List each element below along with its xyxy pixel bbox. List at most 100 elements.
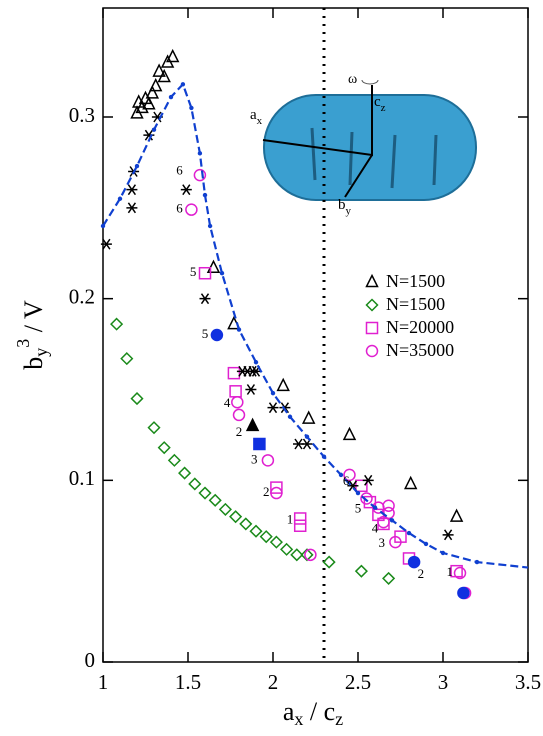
x-tick-label: 2.5 xyxy=(345,670,371,694)
marker xyxy=(152,128,156,132)
x-tick-label: 1 xyxy=(98,670,109,694)
y-axis-label: y xyxy=(31,348,51,357)
marker xyxy=(232,397,243,408)
marker xyxy=(254,360,258,364)
x-axis-label: z xyxy=(335,709,343,729)
marker xyxy=(268,403,279,413)
marker xyxy=(200,294,211,304)
marker xyxy=(240,518,251,529)
marker xyxy=(200,488,211,499)
marker xyxy=(220,271,224,275)
marker xyxy=(305,435,309,439)
inset-label: z xyxy=(381,102,386,114)
marker xyxy=(424,542,428,546)
marker xyxy=(230,386,241,397)
inset-label: ax xyxy=(250,107,263,126)
marker xyxy=(356,491,360,495)
marker xyxy=(262,455,273,466)
marker xyxy=(237,327,241,331)
point-label: 5 xyxy=(202,326,209,341)
marker xyxy=(135,164,139,168)
point-label: 6 xyxy=(176,201,183,216)
y-axis-label: / V xyxy=(19,300,48,339)
marker xyxy=(132,393,143,404)
marker xyxy=(373,505,377,509)
point-label: 6 xyxy=(343,473,350,488)
y-tick-label: 0.1 xyxy=(69,466,95,490)
x-axis-label: / c xyxy=(303,697,335,726)
point-label: 4 xyxy=(372,520,379,535)
marker xyxy=(295,513,306,524)
marker xyxy=(251,526,262,537)
x-axis-label: ax / cz xyxy=(283,697,343,729)
marker xyxy=(475,560,479,564)
marker xyxy=(261,531,272,542)
point-label: 6 xyxy=(176,162,183,177)
point-label: 3 xyxy=(379,535,386,550)
point-label: 5 xyxy=(190,264,197,279)
marker xyxy=(254,439,265,450)
x-tick-label: 3 xyxy=(438,670,449,694)
marker xyxy=(271,537,282,548)
point-label: 1 xyxy=(287,511,294,526)
marker xyxy=(295,520,306,531)
marker xyxy=(441,551,445,555)
marker xyxy=(203,193,207,197)
marker xyxy=(288,415,292,419)
y-tick-label: 0 xyxy=(85,648,96,672)
marker xyxy=(169,455,180,466)
point-label: 1 xyxy=(447,564,454,579)
marker xyxy=(390,518,394,522)
point-label: 2 xyxy=(418,566,425,581)
marker xyxy=(303,412,314,423)
inset: ω cz ax by xyxy=(250,72,476,216)
marker xyxy=(167,51,178,62)
legend-label: N=20000 xyxy=(386,317,454,337)
x-tick-label: 2 xyxy=(268,670,279,694)
marker xyxy=(281,544,292,555)
inset-label: ω xyxy=(348,72,357,87)
marker xyxy=(179,468,190,479)
marker xyxy=(118,197,122,201)
marker xyxy=(181,82,185,86)
chart: ω cz ax by ax / cz by3 / V 11.522.533.50… xyxy=(0,0,543,731)
marker xyxy=(208,224,212,228)
marker xyxy=(159,442,170,453)
point-label: 3 xyxy=(251,451,258,466)
marker xyxy=(324,557,335,568)
marker xyxy=(271,391,275,395)
marker xyxy=(126,185,137,195)
marker xyxy=(210,495,221,506)
y-tick-label: 0.2 xyxy=(69,284,95,308)
legend-marker xyxy=(367,346,378,357)
marker xyxy=(247,419,258,430)
marker xyxy=(111,319,122,330)
marker xyxy=(189,478,200,489)
legend-label: N=1500 xyxy=(386,271,445,291)
marker xyxy=(278,379,289,390)
marker xyxy=(443,530,454,540)
marker xyxy=(189,106,193,110)
marker xyxy=(245,385,256,395)
marker xyxy=(305,549,316,560)
point-label: 2 xyxy=(236,424,243,439)
y-tick-label: 0.3 xyxy=(69,103,95,127)
marker xyxy=(234,409,245,420)
marker xyxy=(451,510,462,521)
inset-capsule xyxy=(264,95,476,200)
marker xyxy=(356,566,367,577)
x-tick-label: 3.5 xyxy=(515,670,541,694)
marker xyxy=(101,224,105,228)
y-axis-label: by3 / V xyxy=(13,300,51,370)
marker xyxy=(169,95,173,99)
y-axis-label: b xyxy=(19,357,48,370)
x-axis-label: x xyxy=(294,709,303,729)
legend-marker xyxy=(367,276,378,287)
y-axis-label: 3 xyxy=(13,339,33,348)
marker xyxy=(344,428,355,439)
marker xyxy=(211,330,222,341)
marker xyxy=(405,477,416,488)
marker xyxy=(458,587,469,598)
point-label: 2 xyxy=(263,484,270,499)
marker xyxy=(228,368,239,379)
